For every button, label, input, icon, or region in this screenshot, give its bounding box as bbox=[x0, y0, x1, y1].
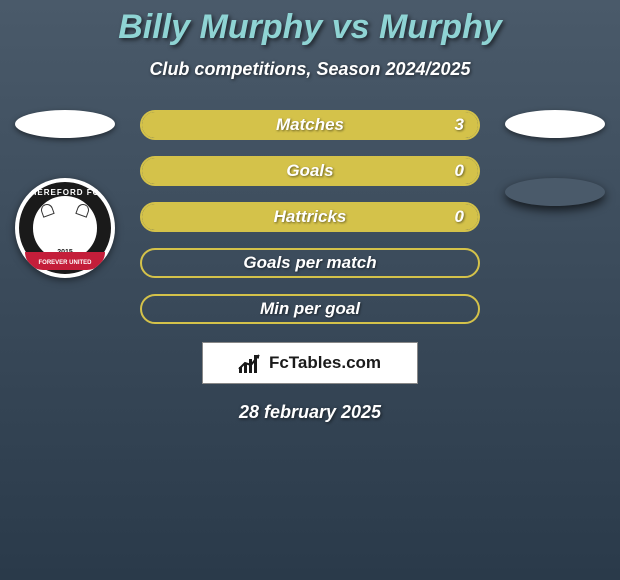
right-column bbox=[500, 110, 610, 206]
stat-bar-mpg: Min per goal bbox=[140, 294, 480, 324]
stat-label: Goals per match bbox=[142, 250, 478, 276]
right-shadow-oval bbox=[505, 178, 605, 206]
stat-label: Goals bbox=[142, 158, 478, 184]
stats-column: Matches 3 Goals 0 Hattricks 0 Goals per … bbox=[140, 110, 480, 324]
stat-value: 0 bbox=[455, 158, 464, 184]
stat-bar-hattricks: Hattricks 0 bbox=[140, 202, 480, 232]
date-text: 28 february 2025 bbox=[0, 402, 620, 423]
club-top-text: HEREFORD FC bbox=[15, 188, 115, 197]
stat-label: Matches bbox=[142, 112, 478, 138]
stat-bar-gpm: Goals per match bbox=[140, 248, 480, 278]
main-area: HEREFORD FC 2015 FOREVER UNITED Matches … bbox=[0, 110, 620, 324]
bull-icon bbox=[45, 210, 85, 242]
brand-box[interactable]: FcTables.com bbox=[202, 342, 418, 384]
subtitle: Club competitions, Season 2024/2025 bbox=[0, 59, 620, 80]
stat-value: 3 bbox=[455, 112, 464, 138]
brand-text: FcTables.com bbox=[269, 353, 381, 373]
page-title: Billy Murphy vs Murphy bbox=[0, 8, 620, 47]
left-column: HEREFORD FC 2015 FOREVER UNITED bbox=[10, 110, 120, 278]
comparison-widget: Billy Murphy vs Murphy Club competitions… bbox=[0, 0, 620, 423]
right-flag-oval bbox=[505, 110, 605, 138]
stat-bar-matches: Matches 3 bbox=[140, 110, 480, 140]
stat-label: Min per goal bbox=[142, 296, 478, 322]
stat-bar-goals: Goals 0 bbox=[140, 156, 480, 186]
club-bottom-text: FOREVER UNITED bbox=[15, 260, 115, 266]
stat-value: 0 bbox=[455, 204, 464, 230]
brand-icon bbox=[239, 353, 263, 373]
left-club-logo: HEREFORD FC 2015 FOREVER UNITED bbox=[15, 178, 115, 278]
stat-label: Hattricks bbox=[142, 204, 478, 230]
left-flag-oval bbox=[15, 110, 115, 138]
